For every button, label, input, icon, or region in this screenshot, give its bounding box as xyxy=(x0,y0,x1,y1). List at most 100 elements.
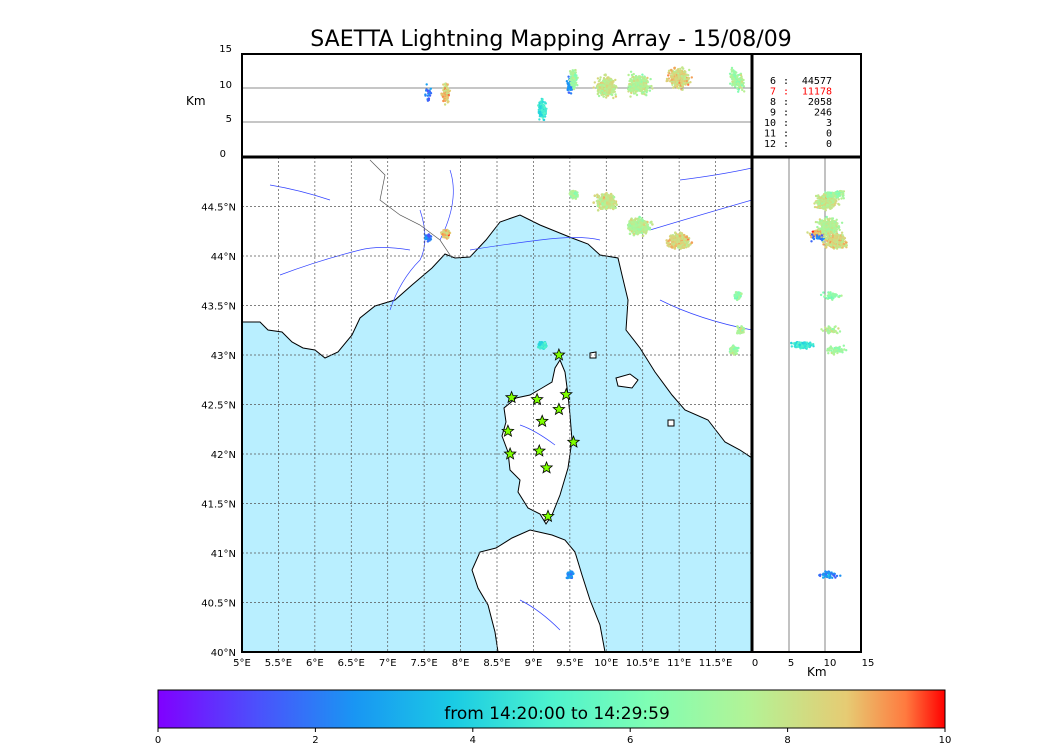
lightning-source-point xyxy=(837,198,840,201)
lightning-source-point xyxy=(828,572,831,575)
lightning-source-point xyxy=(734,346,737,350)
lightning-source-point xyxy=(638,223,641,226)
lma-station-star xyxy=(504,390,519,404)
lightning-source-point xyxy=(681,79,685,82)
lightning-source-point xyxy=(830,349,833,352)
lightning-source-point xyxy=(824,199,827,202)
lon-tick-label: 10°E xyxy=(594,658,618,669)
lightning-source-point xyxy=(636,227,640,231)
lightning-source-point xyxy=(829,234,833,238)
lightning-source-point xyxy=(574,76,578,79)
lightning-source-point xyxy=(839,237,842,241)
top-panel-points xyxy=(424,66,746,122)
lightning-source-point xyxy=(827,232,830,235)
lightning-source-point xyxy=(805,341,809,344)
lightning-source-point xyxy=(842,197,845,200)
lightning-source-point xyxy=(831,234,834,238)
lightning-source-point xyxy=(610,87,614,91)
lightning-source-point xyxy=(428,92,431,96)
lightning-source-point xyxy=(671,83,674,87)
lightning-source-point xyxy=(596,209,600,212)
lightning-source-point xyxy=(740,80,743,83)
lightning-source-point xyxy=(601,81,605,85)
lightning-source-point xyxy=(544,343,547,347)
top-alt-axis-label: Km xyxy=(186,94,206,108)
lightning-source-point xyxy=(651,223,654,226)
lightning-source-point xyxy=(670,236,674,240)
lightning-source-point xyxy=(446,236,450,239)
lightning-source-point xyxy=(601,199,604,203)
lma-station-star xyxy=(530,392,544,406)
lightning-source-point xyxy=(734,293,737,297)
lightning-source-point xyxy=(630,88,634,91)
lightning-source-point xyxy=(837,327,840,330)
lightning-source-point xyxy=(812,345,815,348)
lightning-source-point xyxy=(615,203,618,206)
lightning-source-point xyxy=(739,327,743,330)
lightning-source-point xyxy=(835,200,838,203)
lightning-source-point xyxy=(822,196,826,199)
lightning-source-point xyxy=(830,236,833,240)
lightning-source-point xyxy=(681,66,684,69)
lightning-source-point xyxy=(679,241,683,245)
lightning-source-point xyxy=(841,240,844,243)
lightning-source-point xyxy=(569,572,573,576)
lightning-source-point xyxy=(648,89,652,92)
lightning-source-point xyxy=(736,75,739,78)
lightning-source-point xyxy=(835,225,838,228)
top-alt-tick-5: 5 xyxy=(226,114,232,125)
lightning-source-point xyxy=(442,86,445,90)
lightning-source-point xyxy=(645,78,648,81)
lightning-source-point xyxy=(614,93,617,96)
lightning-source-point xyxy=(682,241,685,245)
lightning-source-point xyxy=(684,74,687,78)
lightning-source-point xyxy=(446,100,449,104)
lon-tick-label: 5.5°E xyxy=(265,658,292,669)
lon-tick-label: 6°E xyxy=(306,658,324,669)
lightning-source-point xyxy=(833,194,837,198)
lma-station-star xyxy=(535,414,549,428)
lightning-source-point xyxy=(841,195,844,198)
lightning-source-point xyxy=(626,223,630,227)
flash-separator: : xyxy=(783,76,789,87)
lightning-source-point xyxy=(834,329,837,333)
lightning-source-point xyxy=(542,118,546,122)
lma-station-star xyxy=(566,434,581,448)
lightning-source-point xyxy=(838,294,841,298)
lightning-source-point xyxy=(812,237,816,241)
flash-count: 0 xyxy=(826,129,832,140)
lon-tick-label: 7.5°E xyxy=(411,658,438,669)
top-alt-tick-15: 15 xyxy=(219,44,232,55)
lightning-source-point xyxy=(679,231,682,234)
lightning-source-point xyxy=(730,70,734,73)
lightning-source-point xyxy=(823,217,827,220)
lightning-source-point xyxy=(427,97,431,100)
elba-island xyxy=(615,373,639,389)
lightning-source-point xyxy=(611,91,615,94)
lightning-source-point xyxy=(680,74,683,78)
lightning-source-point xyxy=(685,79,688,83)
lightning-source-point xyxy=(674,242,678,246)
lightning-source-point xyxy=(676,81,679,84)
lightning-source-point xyxy=(683,243,686,247)
lightning-source-point xyxy=(794,343,797,346)
lightning-source-point xyxy=(802,342,805,345)
lightning-source-point xyxy=(604,82,608,85)
lightning-source-point xyxy=(600,206,603,210)
lightning-source-point xyxy=(599,76,602,79)
lightning-source-point xyxy=(571,572,575,576)
lightning-source-point xyxy=(836,331,839,335)
lightning-source-point xyxy=(840,197,843,200)
lightning-source-point xyxy=(823,575,827,578)
lightning-source-point xyxy=(668,239,671,242)
lightning-source-point xyxy=(827,241,830,245)
lightning-source-point xyxy=(843,237,847,240)
lightning-source-point xyxy=(630,91,633,95)
lon-tick-label: 10.5°E xyxy=(626,658,660,669)
lightning-source-point xyxy=(644,85,647,88)
lightning-source-point xyxy=(541,106,544,109)
lightning-source-point xyxy=(830,296,833,299)
lightning-source-point xyxy=(442,99,445,103)
lightning-source-point xyxy=(567,91,570,94)
lightning-source-point xyxy=(632,232,636,236)
